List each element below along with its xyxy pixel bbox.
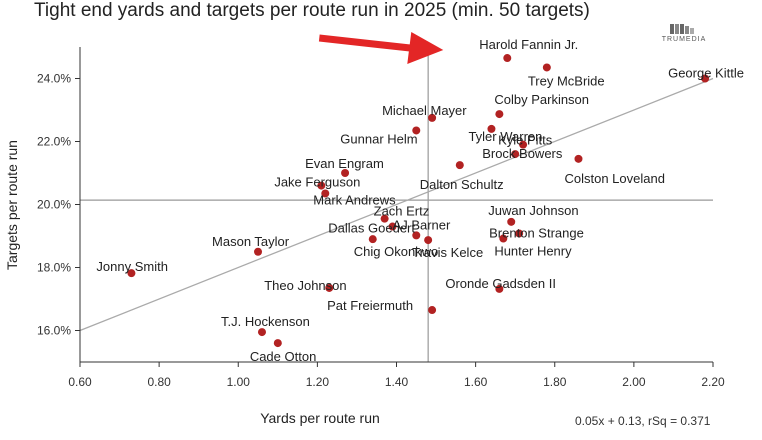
- x-tick-label: 2.00: [622, 375, 646, 389]
- data-point-label: Colby Parkinson: [494, 92, 589, 107]
- data-point: [519, 140, 528, 149]
- data-point: [388, 222, 397, 231]
- y-tick-label: 24.0%: [37, 72, 71, 86]
- data-point: [412, 126, 421, 135]
- trumedia-logo-text: TRUMEDIA: [661, 36, 707, 43]
- data-point-label: Gunnar Helm: [340, 131, 417, 146]
- data-point: [325, 283, 334, 292]
- y-tick-label: 18.0%: [37, 261, 71, 275]
- trumedia-logo: TRUMEDIA: [654, 22, 714, 46]
- data-point: [542, 63, 551, 72]
- x-tick-label: 0.60: [68, 375, 92, 389]
- x-tick-label: 0.80: [147, 375, 171, 389]
- highlight-arrow-shaft: [318, 34, 420, 53]
- x-tick-label: 1.40: [385, 375, 409, 389]
- data-point-label: Trey McBride: [528, 73, 605, 88]
- data-point-label: T.J. Hockenson: [221, 314, 310, 329]
- data-point-label: Theo Johnson: [264, 278, 346, 293]
- data-point-label: Brock Bowers: [482, 146, 563, 161]
- x-tick-label: 1.20: [306, 375, 330, 389]
- data-point: [499, 234, 508, 243]
- data-point: [515, 229, 524, 238]
- data-point: [503, 54, 512, 63]
- data-point-label: Zach Ertz: [374, 204, 430, 219]
- y-axis-title: Targets per route run: [4, 140, 20, 270]
- data-point-label: Evan Engram: [305, 156, 384, 171]
- data-point-label: Harold Fannin Jr.: [479, 37, 578, 52]
- data-point: [507, 217, 516, 226]
- trumedia-logo-icon: [670, 24, 694, 34]
- data-point-label: Chig Okonkwo: [354, 244, 439, 259]
- data-point: [455, 161, 464, 170]
- data-point-label: Mason Taylor: [212, 234, 290, 249]
- data-point-label: Kyle Pitts: [498, 133, 553, 148]
- data-point: [412, 231, 421, 240]
- data-point: [321, 189, 330, 198]
- y-tick-label: 22.0%: [37, 135, 71, 149]
- data-point-label: AJ Barner: [393, 218, 451, 233]
- data-point-label: Colston Loveland: [564, 171, 664, 186]
- data-point-label: Juwan Johnson: [488, 203, 578, 218]
- data-point-label: Hunter Henry: [494, 244, 572, 259]
- data-point-label: George Kittle: [668, 66, 744, 81]
- data-point: [495, 284, 504, 293]
- data-point: [341, 169, 350, 177]
- y-tick-label: 16.0%: [37, 324, 71, 338]
- data-point-label: Jake Ferguson: [274, 175, 360, 190]
- x-tick-label: 1.60: [464, 375, 488, 389]
- fit-equation: 0.05x + 0.13, rSq = 0.371: [575, 414, 711, 428]
- data-point-label: Tyler Warren: [468, 129, 542, 144]
- x-tick-label: 2.20: [701, 375, 725, 389]
- data-point: [273, 339, 282, 348]
- data-point-label: Oronde Gadsden II: [445, 276, 556, 291]
- x-tick-label: 1.80: [543, 375, 567, 389]
- data-point: [495, 110, 504, 119]
- trend-line: [79, 77, 714, 332]
- data-point: [701, 74, 710, 83]
- data-point: [317, 181, 326, 190]
- data-point: [380, 214, 389, 223]
- data-point-label: Mark Andrews: [313, 192, 396, 207]
- data-point: [257, 328, 266, 337]
- data-point: [511, 150, 520, 159]
- data-point: [428, 113, 437, 122]
- data-point: [574, 154, 583, 163]
- data-point: [368, 235, 377, 244]
- highlight-arrow-head: [407, 32, 444, 65]
- data-point: [487, 124, 496, 133]
- data-point-label: Pat Freiermuth: [327, 298, 413, 313]
- data-point: [254, 247, 263, 256]
- data-point-label: Brenton Strange: [489, 225, 584, 240]
- data-point-label: Michael Mayer: [382, 103, 467, 118]
- data-point-label: Dalton Schultz: [420, 177, 504, 192]
- data-point-label: Cade Otton: [250, 349, 317, 364]
- chart-title: Tight end yards and targets per route ru…: [34, 0, 590, 21]
- data-point-label: Dallas Goedert: [328, 220, 415, 235]
- data-point-label: Jonny Smith: [96, 259, 168, 274]
- x-axis-title: Yards per route run: [260, 410, 380, 426]
- data-point-label: Travis Kelce: [412, 245, 483, 260]
- data-point: [428, 306, 437, 315]
- x-tick-label: 1.00: [227, 375, 251, 389]
- data-point: [424, 236, 433, 245]
- data-point: [127, 269, 136, 278]
- y-tick-label: 20.0%: [37, 198, 71, 212]
